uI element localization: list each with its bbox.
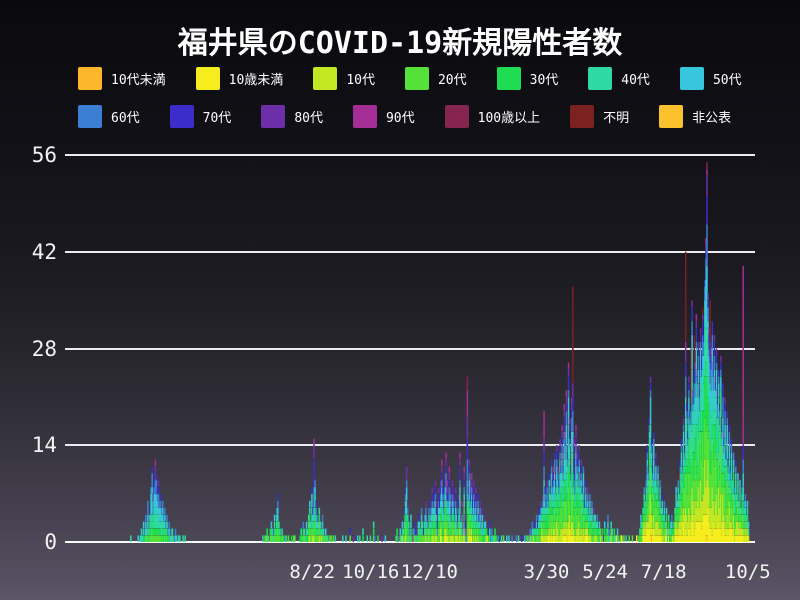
covid-age-chart-page: { "title": "福井県のCOVID-19新規陽性者数", "colors… (0, 0, 800, 600)
stacked-bars-canvas (0, 0, 800, 600)
